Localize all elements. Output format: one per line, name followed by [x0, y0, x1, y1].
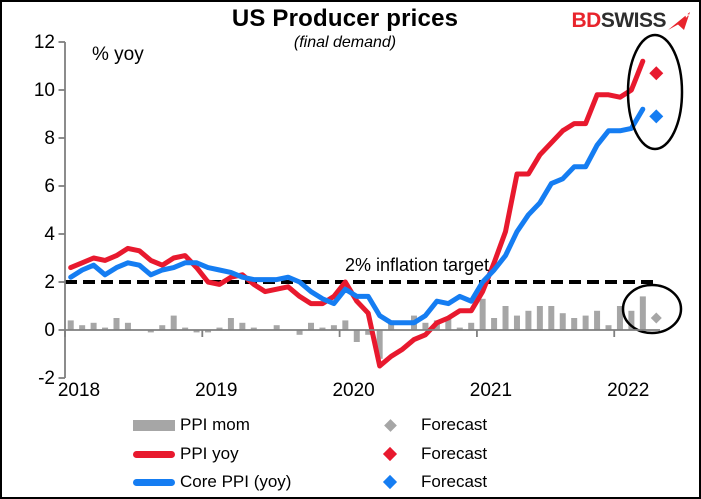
ppi-mom-bar — [124, 322, 131, 330]
ppi-mom-bar — [193, 330, 200, 333]
ppi-mom-bar — [639, 296, 646, 330]
forecast-highlight-ellipse-top — [626, 33, 684, 151]
ppi-mom-bar — [353, 330, 360, 342]
ppi-mom-bar — [67, 320, 74, 330]
ppi-mom-bar — [525, 310, 532, 330]
ppi-mom-bar — [170, 315, 177, 330]
ppi-mom-bar — [147, 330, 154, 333]
ppi-mom-bar — [102, 327, 109, 330]
ppi-mom-bar — [513, 315, 520, 330]
x-tick-label: 2018 — [58, 380, 100, 401]
ppi-mom-bar — [239, 322, 246, 330]
ppi-mom-bar — [273, 325, 280, 330]
ppi-mom-bar — [113, 318, 120, 330]
ppi-mom-bar — [605, 325, 612, 330]
ppi-mom-bar — [79, 325, 86, 330]
ppi-mom-bar — [502, 306, 509, 330]
x-tick-label: 2020 — [332, 380, 374, 401]
legend-row: Core PPI (yoy) Forecast — [0, 468, 701, 497]
chart-subtitle: (final demand) — [293, 34, 397, 51]
ppi-mom-bar — [616, 306, 623, 330]
legend-bar-swatch-ppi-mom — [133, 420, 175, 431]
legend-line-swatch-ppi-yoy — [133, 450, 175, 458]
ppi-mom-bar — [342, 320, 349, 330]
legend-line-swatch-core-ppi-yoy- — [133, 479, 175, 486]
ppi-mom-bar — [559, 313, 566, 330]
ppi-mom-bar — [90, 322, 97, 330]
forecast-diamond-core-ppi-yoy- — [649, 109, 664, 124]
y-tick-label: 2 — [44, 272, 55, 293]
ppi-mom-bar — [205, 330, 212, 333]
y-tick-label: 8 — [44, 128, 55, 149]
ppi-mom-bar — [308, 322, 315, 330]
core-ppi-line — [68, 106, 646, 326]
ppi-mom-bar — [216, 327, 223, 330]
ppi-mom-bar — [456, 327, 463, 330]
y-tick-label: 12 — [34, 32, 55, 53]
legend-diamond-icon — [382, 446, 398, 461]
legend-row: PPI yoy Forecast — [0, 440, 701, 469]
unit-label: % yoy — [92, 44, 144, 65]
ppi-mom-bar — [422, 322, 429, 330]
ppi-mom-bar — [582, 315, 589, 330]
ppi-mom-bar — [468, 322, 475, 330]
legend-label: Core PPI (yoy) — [180, 472, 292, 491]
ppi-mom-bar — [319, 327, 326, 330]
ppi-mom-bar — [376, 330, 383, 359]
forecast-highlight-ellipse-bottom — [621, 283, 683, 335]
ppi-mom-bar — [182, 327, 189, 330]
forecast-diamond-ppi-mom — [650, 312, 662, 324]
legend-forecast-label: Forecast — [421, 443, 488, 463]
ppi-mom-bar — [628, 310, 635, 330]
y-tick-label: 10 — [34, 80, 55, 101]
ppi-mom-bar — [250, 327, 257, 330]
logo-text-bd: BD — [571, 9, 601, 32]
ppi-mom-bar — [491, 318, 498, 330]
y-tick-label: -2 — [38, 368, 55, 389]
legend-diamond-icon — [382, 474, 398, 490]
y-tick-label: 4 — [44, 224, 55, 245]
ppi-mom-bar — [548, 306, 555, 330]
ppi-mom-bar — [594, 310, 601, 330]
ppi-mom-bar — [365, 330, 372, 335]
logo-arrow-icon — [668, 12, 690, 30]
x-tick-label: 2022 — [607, 380, 649, 401]
ppi-mom-bar — [479, 298, 486, 330]
ppi-mom-bar — [296, 330, 303, 335]
x-tick-label: 2021 — [470, 380, 512, 401]
legend-label: PPI mom — [180, 415, 250, 434]
ppi-mom-bar — [159, 325, 166, 330]
legend-forecast-label: Forecast — [421, 472, 488, 491]
ppi-mom-bar — [536, 306, 543, 330]
ppi-yoy-line — [68, 58, 646, 369]
bdswiss-logo: BD SWISS — [571, 9, 691, 33]
legend-row: PPI mom Forecast — [0, 411, 701, 440]
ppi-mom-bar — [227, 318, 234, 330]
legend-diamond-icon — [384, 419, 397, 432]
y-tick-label: 0 — [44, 320, 55, 341]
ppi-mom-bar — [330, 325, 337, 330]
logo-text-swiss: SWISS — [600, 9, 667, 32]
y-tick-label: 6 — [44, 176, 55, 197]
ppi-mom-bar — [445, 318, 452, 330]
inflation-target-annotation: 2% inflation target — [345, 255, 489, 275]
legend-label: PPI yoy — [180, 443, 239, 463]
legend-forecast-label: Forecast — [421, 415, 488, 434]
forecast-diamond-ppi-yoy — [649, 66, 664, 81]
chart-legend: PPI mom Forecast PPI yoy Forecast Core PPI (… — [0, 411, 701, 497]
x-tick-label: 2019 — [195, 380, 237, 401]
ppi-mom-bar — [571, 318, 578, 330]
chart-title: US Producer prices — [231, 5, 459, 32]
